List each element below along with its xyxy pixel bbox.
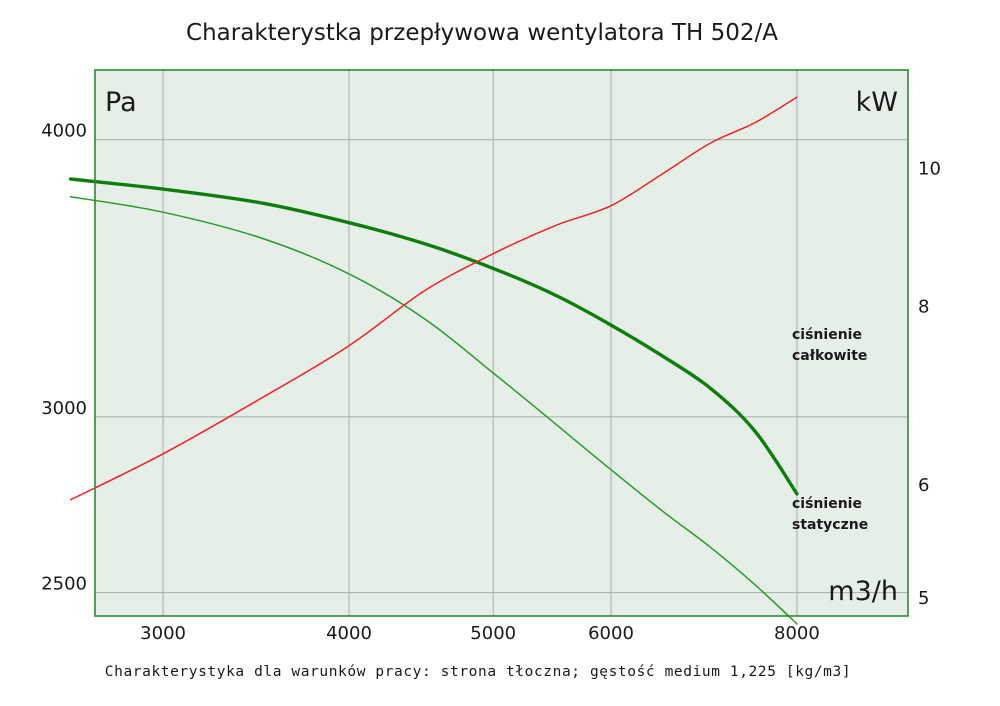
- total-pressure-label-line2: całkowite: [792, 348, 867, 364]
- y2-tick-label: 8: [918, 297, 929, 318]
- y2-tick-label: 5: [918, 588, 929, 609]
- y-tick-label: 3000: [41, 398, 87, 419]
- y2-tick-label: 10: [918, 158, 941, 179]
- x-tick-label: 3000: [140, 623, 186, 644]
- power-curve: [69, 96, 798, 501]
- x-tick-label: 8000: [774, 623, 820, 644]
- y2-axis-unit-label: kW: [856, 87, 898, 118]
- total-pressure-curve: [68, 177, 799, 496]
- y-tick-label: 4000: [41, 121, 87, 142]
- static-pressure-label-line1: ciśnienie: [792, 496, 862, 512]
- y-axis-unit-label: Pa: [105, 87, 137, 118]
- chart-title: Charakterystka przepływowa wentylatora T…: [186, 20, 778, 46]
- static-pressure-curve: [69, 196, 798, 625]
- y-tick-label: 2500: [41, 574, 87, 595]
- y2-tick-label: 6: [918, 475, 929, 496]
- static-pressure-label-line2: statyczne: [792, 517, 868, 533]
- series-lines: [68, 96, 799, 625]
- plot-area: [95, 70, 908, 616]
- chart-subtitle: Charakterystyka dla warunków pracy: stro…: [105, 664, 851, 680]
- x-tick-label: 5000: [470, 623, 516, 644]
- plot-frame: [94, 69, 909, 617]
- tick-labels: 3000 4000 5000 6000 8000 2500 3000 4000 5 6 8 10: [41, 121, 941, 644]
- x-tick-label: 6000: [588, 623, 634, 644]
- x-tick-label: 4000: [326, 623, 372, 644]
- x-axis-unit-label: m3/h: [828, 576, 898, 607]
- total-pressure-label-line1: ciśnienie: [792, 327, 862, 343]
